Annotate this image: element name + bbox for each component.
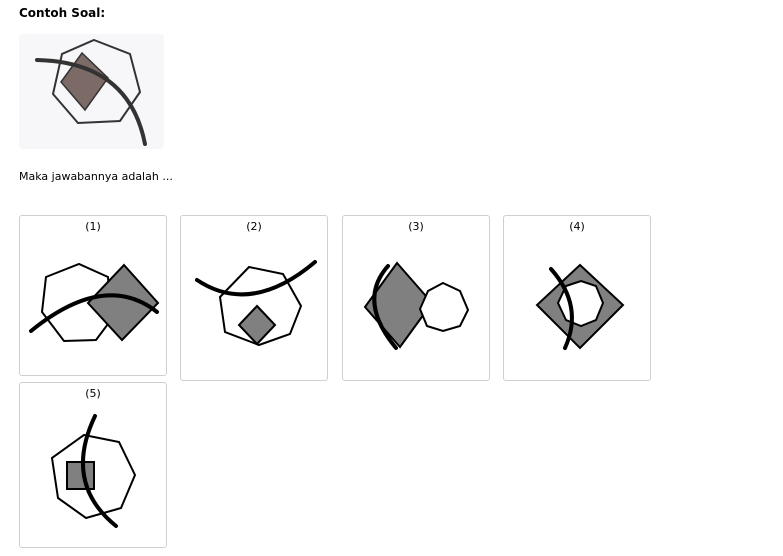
option-label: (3) bbox=[408, 220, 424, 233]
option-label: (1) bbox=[85, 220, 101, 233]
option-5-figure bbox=[50, 414, 137, 528]
option-3-arc bbox=[372, 264, 398, 350]
answer-option-3[interactable]: (3) bbox=[342, 215, 490, 381]
example-arc bbox=[35, 58, 147, 146]
answer-option-2[interactable]: (2) bbox=[180, 215, 328, 381]
option-label: (5) bbox=[85, 387, 101, 400]
option-5-arc bbox=[81, 414, 118, 528]
option-1-figure bbox=[29, 262, 160, 343]
option-1-arc bbox=[29, 293, 159, 333]
page-title: Contoh Soal: bbox=[19, 6, 106, 20]
answer-option-1[interactable]: (1) bbox=[19, 215, 167, 376]
option-label: (4) bbox=[569, 220, 585, 233]
example-figure-drawing bbox=[35, 38, 147, 146]
option-4-octagon bbox=[556, 279, 605, 328]
option-label: (2) bbox=[246, 220, 262, 233]
option-4-arc bbox=[549, 267, 574, 350]
option-3-octagon bbox=[418, 281, 470, 333]
option-2-figure bbox=[195, 260, 317, 347]
option-5-square bbox=[66, 461, 95, 490]
option-2-diamond bbox=[237, 304, 277, 346]
option-4-figure bbox=[535, 263, 625, 350]
example-figure bbox=[19, 34, 164, 149]
option-3-figure bbox=[363, 261, 470, 350]
answer-option-4[interactable]: (4) bbox=[503, 215, 651, 381]
answer-option-5[interactable]: (5) bbox=[19, 382, 167, 548]
example-diamond bbox=[60, 51, 109, 112]
option-2-heptagon bbox=[218, 265, 303, 347]
option-2-arc bbox=[195, 260, 317, 297]
question-text: Maka jawabannya adalah ... bbox=[19, 170, 173, 183]
option-1-hexagon bbox=[40, 262, 113, 343]
option-1-diamond bbox=[86, 263, 160, 342]
